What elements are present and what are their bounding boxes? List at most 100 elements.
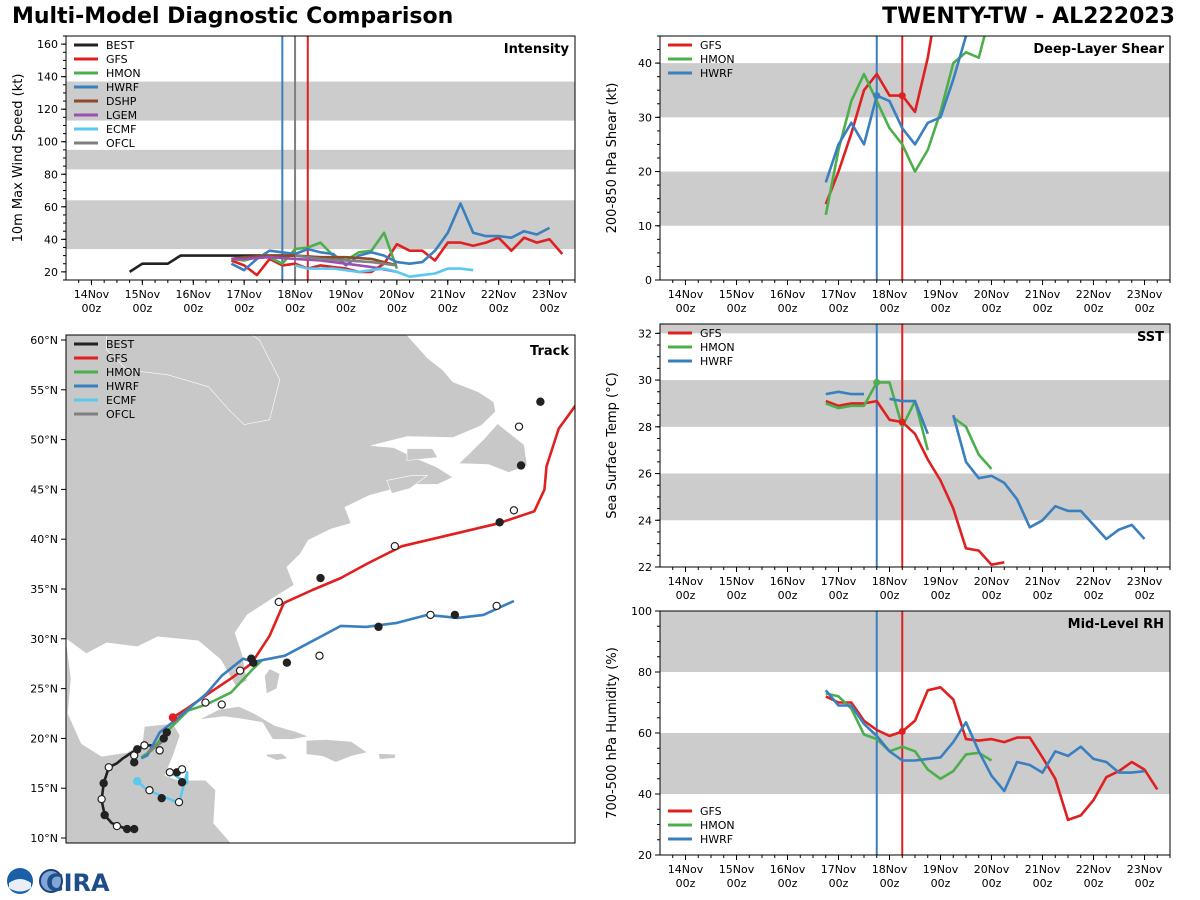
legend-label-hwrf: HWRF [700,833,733,846]
y-axis-label: 200-850 hPa Shear (kt) [605,83,620,234]
y-tick-label: 40 [638,57,652,70]
cira-logo-text: CIRA [46,869,110,896]
series-line-gfs [825,399,1005,567]
legend-label-best: BEST [106,39,134,52]
track-point [514,422,524,431]
series-line-hmon [824,36,986,216]
x-tick-label: 20Nov 00z [974,575,1010,602]
x-tick-label: 15Nov 00z [719,863,755,890]
x-tick-label: 21Nov 00z [1025,575,1061,602]
x-tick-label: 14Nov 00z [668,288,704,315]
y-tick-label: 100 [631,605,652,618]
track-point [492,601,501,611]
series-line-hwrf [889,397,930,435]
legend-label-lgem: LGEM [106,109,137,122]
track-point [495,518,504,527]
track-point [157,793,166,803]
x-tick-label: 23Nov 00z [1127,863,1163,890]
marker-gfs [898,418,906,426]
x-tick-label: 14Nov 00z [668,863,704,890]
land-mass [264,668,281,695]
y-tick-label: 120 [37,103,58,116]
legend-label-gfs: GFS [700,39,722,52]
legend-label-hwrf: HWRF [700,355,733,368]
sst-chart: 22 24 26 28 30 32 14Nov 00z 15Nov 00z 16Nov 00z 17No… [605,323,1171,602]
track-point [145,786,154,795]
y-tick-label: 40°N [30,533,58,546]
track-point [316,573,325,583]
land-mass [406,448,439,461]
plot-frame [659,323,1171,568]
legend-label-hmon: HMON [700,53,735,66]
x-tick-label: 16Nov 00z [770,575,806,602]
x-tick-label: 18Nov 00z [872,288,908,315]
chart-title: Intensity [504,42,570,57]
land-mass [106,335,281,425]
rh-chart: 20 40 60 80 100 14Nov 00z 15Nov 00z 16Nov 00z 17Nov… [605,605,1171,890]
band-0 [660,171,1170,226]
legend-label-gfs: GFS [700,327,722,340]
track-point [374,622,383,632]
y-tick-label: 80 [638,666,652,679]
storm-title: TWENTY-TW - AL222023 [882,4,1175,29]
legend-label-hwrf: HWRF [106,380,139,393]
track-point [450,610,460,620]
track-point [315,651,324,660]
cira-logo: CIRA [6,866,116,897]
series-line-gfs [824,36,933,205]
x-tick-label: 14Nov 00z [74,288,110,315]
y-tick-label: 26 [638,468,652,481]
legend-label-ecmf: ECMF [106,123,136,136]
chart-title: Track [530,344,569,359]
track-point [133,745,142,754]
x-tick-label: 20Nov 00z [379,288,415,315]
x-tick-label: 16Nov 00z [770,288,806,315]
track-point [509,506,519,515]
legend-label-hmon: HMON [700,819,735,832]
y-tick-label: 30 [638,111,652,124]
x-tick-label: 20Nov 00z [974,288,1010,315]
y-tick-label: 40 [44,233,58,246]
series-line-hmon [825,692,993,781]
x-tick-label: 19Nov 00z [328,288,364,315]
band-0 [660,733,1170,794]
series-line-ecmf [294,264,474,279]
y-tick-label: 30°N [30,633,58,646]
x-tick-label: 17Nov 00z [226,288,262,315]
x-tick-label: 23Nov 00z [532,288,568,315]
y-tick-label: 10 [638,220,652,233]
track-point [426,610,435,620]
legend-label-gfs: GFS [106,352,128,365]
band-1 [660,611,1170,672]
y-axis-label: 700-500 hPa Humidity (%) [605,647,620,819]
y-tick-label: 20 [638,166,652,179]
y-tick-label: 20 [638,849,652,862]
y-tick-label: 20 [44,266,58,279]
track-point [282,658,292,667]
y-tick-label: 30 [638,374,652,387]
band-1 [66,149,575,170]
x-tick-label: 21Nov 00z [1025,863,1061,890]
y-axis-label: 10m Max Wind Speed (kt) [11,74,26,243]
track-point [165,768,175,777]
legend-label-ofcl: OFCL [106,408,136,421]
track-point [174,797,184,807]
track-point [235,666,245,675]
y-tick-label: 60°N [30,334,58,347]
y-tick-label: 60 [44,201,58,214]
track-point [122,824,132,834]
land-mass [378,753,397,760]
track-point [99,779,108,788]
track-chart: 10°N 15°N 20°N 25°N 30°N 35°N 40°N 45°N 50°N 55°N… [30,334,576,845]
marker-gfs [898,92,906,100]
legend-label-hmon: HMON [700,341,735,354]
track-point [177,765,187,774]
land-mass [199,706,310,740]
series-line-ofcl [294,254,398,267]
land-mass [305,739,369,763]
x-tick-label: 16Nov 00z [176,288,212,315]
track-point [112,821,122,831]
series-line-hwrf [952,414,1146,541]
legend-label-ecmf: ECMF [106,394,136,407]
